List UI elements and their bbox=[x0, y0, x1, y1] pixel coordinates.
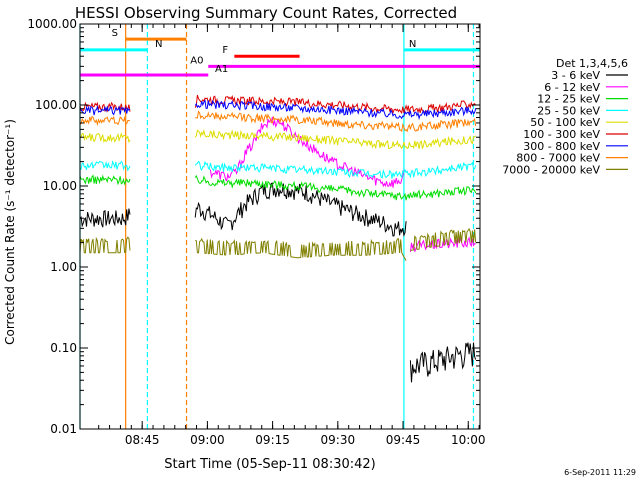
series-line bbox=[79, 129, 477, 150]
y-tick-label: 1000.00 bbox=[27, 17, 77, 31]
x-tick-label: 10:00 bbox=[451, 433, 486, 447]
legend-label: 3 - 6 keV bbox=[551, 69, 600, 82]
chart-title: HESSI Observing Summary Count Rates, Cor… bbox=[75, 4, 457, 22]
timestamp: 6-Sep-2011 11:29 bbox=[564, 468, 636, 477]
y-axis-label: Corrected Count Rate (s⁻¹ detector⁻¹) bbox=[3, 119, 17, 345]
series-line bbox=[79, 174, 477, 201]
plot-area: S N N F A0 A1 0.01 0.10 1.00 10.00 100.00 1000.00 0… bbox=[27, 17, 485, 447]
x-tick-label: 09:45 bbox=[386, 433, 421, 447]
legend-label: 300 - 800 keV bbox=[523, 140, 600, 153]
legend-label: 100 - 300 keV bbox=[523, 128, 600, 141]
series-line bbox=[79, 110, 477, 133]
legend-label: 12 - 25 keV bbox=[537, 93, 600, 106]
legend-title: Det 1,3,4,5,6 bbox=[556, 57, 628, 70]
series-line bbox=[79, 160, 477, 179]
y-tick-label: 100.00 bbox=[35, 98, 77, 112]
legend-label: 25 - 50 keV bbox=[537, 104, 600, 117]
flag-label: N bbox=[155, 39, 162, 50]
series-line bbox=[79, 227, 477, 261]
plot-frame bbox=[79, 23, 481, 430]
x-tick-label: 09:00 bbox=[190, 433, 225, 447]
flag-label: A1 bbox=[215, 64, 228, 75]
flag-label: A0 bbox=[190, 55, 203, 66]
series-line bbox=[79, 182, 477, 383]
flag-label: F bbox=[222, 45, 228, 56]
x-tick-label: 08:45 bbox=[125, 433, 160, 447]
y-tick-label: 1.00 bbox=[50, 260, 77, 274]
y-tick-label: 0.01 bbox=[50, 422, 77, 436]
y-tick-label: 0.10 bbox=[50, 341, 77, 355]
series-line bbox=[79, 99, 477, 121]
flag-label: S bbox=[112, 28, 118, 39]
legend-label: 6 - 12 keV bbox=[544, 81, 600, 94]
x-axis-label: Start Time (05-Sep-11 08:30:42) bbox=[164, 457, 375, 472]
flag-label: N bbox=[409, 39, 416, 50]
series-line bbox=[79, 94, 477, 115]
x-tick-label: 09:30 bbox=[321, 433, 356, 447]
x-tick-label: 09:15 bbox=[255, 433, 290, 447]
legend-label: 50 - 100 keV bbox=[530, 116, 600, 129]
series-line bbox=[209, 116, 476, 252]
legend-label: 7000 - 20000 keV bbox=[502, 163, 600, 176]
legend-label: 800 - 7000 keV bbox=[516, 152, 600, 165]
y-tick-label: 10.00 bbox=[43, 179, 77, 193]
